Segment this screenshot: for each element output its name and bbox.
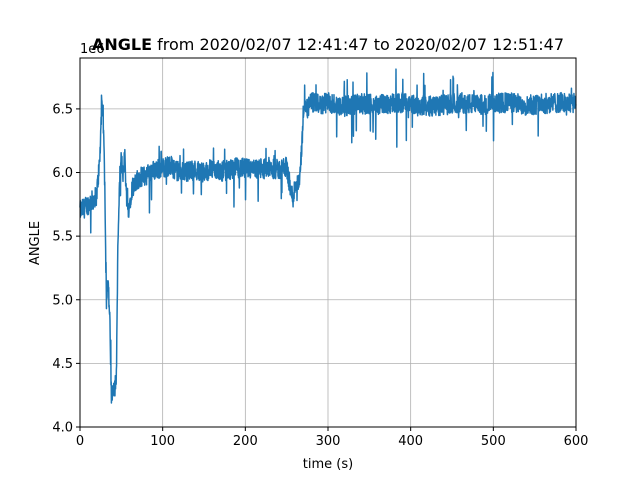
y-tick-label: 6.0: [52, 166, 73, 181]
ticks: 0 100 200 300 400 500 600 4.0 4.5 5.0 5.5 6.0 6.5: [52, 102, 588, 449]
y-exponent-label: 1e6: [80, 42, 105, 57]
title-rest-part: from 2020/02/07 12:41:47 to 2020/02/07 1…: [152, 35, 564, 54]
x-tick-label: 0: [76, 434, 84, 449]
y-tick-label: 4.5: [52, 357, 73, 372]
x-tick-label: 500: [481, 434, 506, 449]
x-tick-label: 400: [398, 434, 423, 449]
y-tick-label: 5.0: [52, 293, 73, 308]
chart-title: ANGLE from 2020/02/07 12:41:47 to 2020/0…: [92, 35, 564, 54]
title-bold-part: ANGLE: [92, 35, 152, 54]
series-line-angle: [79, 68, 577, 404]
x-tick-label: 200: [233, 434, 258, 449]
y-tick-label: 5.5: [52, 230, 73, 245]
y-tick-label: 4.0: [52, 421, 73, 436]
x-tick-label: 600: [564, 434, 589, 449]
y-tick-label: 6.5: [52, 102, 73, 117]
x-axis-label: time (s): [303, 457, 353, 472]
series-layer: [79, 68, 577, 404]
x-tick-label: 100: [150, 434, 175, 449]
x-tick-label: 300: [316, 434, 341, 449]
y-axis-label: ANGLE: [28, 221, 43, 265]
